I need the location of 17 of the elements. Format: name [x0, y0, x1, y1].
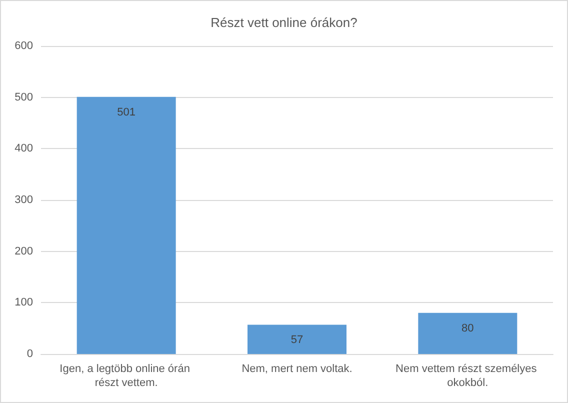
y-tick-label: 400: [14, 142, 33, 155]
data-label: 57: [290, 334, 304, 346]
data-label: 501: [117, 106, 136, 118]
y-tick-label: 0: [26, 348, 33, 360]
y-tick-label: 200: [14, 245, 33, 258]
bar: [418, 312, 518, 354]
y-tick-label: 100: [14, 296, 33, 309]
y-tick-label: 600: [14, 40, 33, 52]
x-tick-label: Nem vettem részt személyes okokból.: [396, 363, 540, 389]
bar: [76, 96, 176, 354]
data-label: 80: [462, 322, 474, 334]
y-tick-label: 300: [14, 194, 33, 206]
y-tick-label: 500: [14, 91, 33, 104]
x-tick-label: Nem, mert nem voltak.: [242, 363, 352, 375]
bar: [248, 324, 346, 354]
chart-title: Részt vett online órákon?: [210, 15, 358, 30]
x-tick-label: Igen, a legtöbb online órán részt vettem.: [60, 363, 193, 389]
